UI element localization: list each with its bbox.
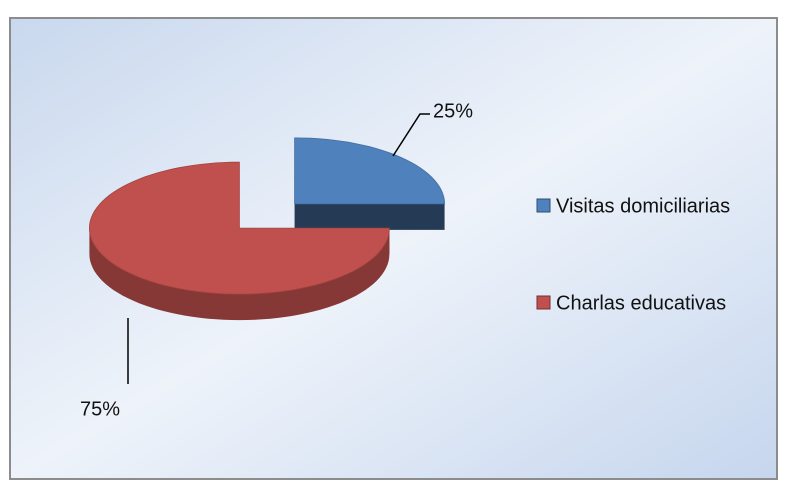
slice xyxy=(88,161,390,295)
data-label: 75% xyxy=(80,398,120,420)
legend-swatch xyxy=(536,198,551,213)
leader-line xyxy=(392,113,430,157)
pie xyxy=(88,137,446,321)
legend-label: Visitas domiciliarias xyxy=(556,195,730,217)
legend-label: Charlas educativas xyxy=(556,292,726,314)
slice-side xyxy=(89,228,390,321)
legend-swatch xyxy=(536,295,551,310)
legend: Visitas domiciliarias Charlas educativas xyxy=(536,195,730,314)
slice-face xyxy=(294,203,445,230)
slice xyxy=(294,137,446,205)
data-label: 25% xyxy=(433,100,473,122)
